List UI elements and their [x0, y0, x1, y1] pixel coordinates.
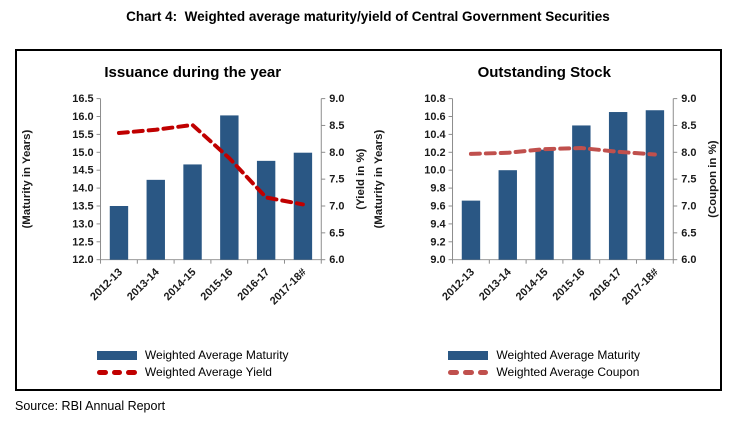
- issuance-legend: Weighted Average Maturity Weighted Averag…: [96, 348, 289, 380]
- legend-row: Weighted Average Maturity: [448, 348, 640, 363]
- svg-text:10.4: 10.4: [424, 129, 446, 141]
- svg-text:2012-13: 2012-13: [440, 266, 477, 303]
- dash-segment: [126, 370, 137, 375]
- dash-segment: [463, 370, 474, 375]
- issuance-plot: 12.0 12.5 13.0 13.5 14.0 14.5 15.0 15.5 16.0 16.5…: [21, 93, 367, 307]
- legend-dashed-line-swatch: [96, 370, 137, 375]
- svg-text:13.0: 13.0: [73, 218, 94, 230]
- svg-text:14.5: 14.5: [73, 165, 94, 177]
- svg-text:8.5: 8.5: [681, 120, 696, 132]
- svg-text:2015-16: 2015-16: [550, 266, 587, 303]
- svg-text:7.5: 7.5: [681, 174, 696, 186]
- legend-row: Weighted Average Coupon: [448, 365, 640, 380]
- legend-label: Weighted Average Maturity: [144, 348, 289, 362]
- svg-text:2014-15: 2014-15: [514, 266, 551, 303]
- svg-text:6.0: 6.0: [681, 254, 696, 266]
- svg-text:12.5: 12.5: [73, 236, 94, 248]
- legend-row: Weighted Average Maturity: [96, 348, 289, 363]
- outstanding-plot: 9.0 9.2 9.4 9.6 9.8 10.0 10.2 10.4 10.6 10.8 6.0 6.…: [373, 93, 719, 307]
- svg-text:6.0: 6.0: [329, 254, 344, 266]
- legend-label: Weighted Average Maturity: [496, 348, 641, 362]
- svg-text:(Maturity in Years): (Maturity in Years): [373, 130, 385, 229]
- svg-text:(Yield in %): (Yield in %): [355, 148, 367, 209]
- outstanding-chart-title: Outstanding Stock: [477, 64, 611, 81]
- svg-text:2017-18#: 2017-18#: [620, 266, 661, 307]
- svg-text:9.6: 9.6: [430, 200, 445, 212]
- svg-text:(Coupon in %): (Coupon in %): [707, 140, 719, 218]
- svg-text:8.0: 8.0: [681, 147, 696, 159]
- svg-text:16.5: 16.5: [73, 93, 94, 105]
- issuance-chart-title: Issuance during the year: [104, 64, 282, 81]
- svg-text:8.0: 8.0: [329, 147, 344, 159]
- svg-text:12.0: 12.0: [73, 254, 94, 266]
- svg-text:2015-16: 2015-16: [199, 266, 236, 303]
- svg-text:9.0: 9.0: [681, 93, 696, 105]
- page-title: Chart 4: Weighted average maturity/yield…: [126, 9, 610, 24]
- chart-panel-outstanding: Outstanding Stock 9.0 9.2 9.4 9.6 9.8 10.0 10.…: [369, 51, 721, 389]
- svg-text:10.8: 10.8: [424, 93, 445, 105]
- svg-text:13.5: 13.5: [73, 200, 94, 212]
- svg-text:7.0: 7.0: [681, 200, 696, 212]
- outstanding-legend: Weighted Average Maturity Weighted Averag…: [448, 348, 640, 380]
- svg-text:10.2: 10.2: [424, 147, 445, 159]
- svg-text:2012-13: 2012-13: [88, 266, 125, 303]
- svg-text:9.0: 9.0: [430, 254, 445, 266]
- svg-text:16.0: 16.0: [73, 111, 94, 123]
- svg-text:(Maturity in Years): (Maturity in Years): [21, 130, 33, 229]
- chart-panel-issuance: Issuance during the year 12.0 12.5 13.0 13.…: [17, 51, 369, 389]
- svg-text:2016-17: 2016-17: [236, 266, 273, 303]
- dash-segment: [477, 370, 489, 375]
- legend-bar-swatch: [96, 351, 137, 360]
- svg-text:10.0: 10.0: [424, 165, 445, 177]
- legend-bar-swatch: [448, 351, 489, 360]
- legend-label: Weighted Average Yield: [144, 365, 272, 379]
- dash-segment: [96, 370, 108, 375]
- svg-text:7.5: 7.5: [329, 174, 344, 186]
- svg-text:15.0: 15.0: [73, 147, 94, 159]
- svg-text:6.5: 6.5: [329, 227, 344, 239]
- legend-label: Weighted Average Coupon: [496, 365, 640, 379]
- chart-box: Issuance during the year 12.0 12.5 13.0 13.…: [15, 49, 722, 391]
- svg-text:15.5: 15.5: [73, 129, 94, 141]
- svg-text:9.0: 9.0: [329, 93, 344, 105]
- svg-text:9.8: 9.8: [430, 183, 445, 195]
- svg-text:2013-14: 2013-14: [477, 266, 514, 303]
- dash-segment: [448, 370, 460, 375]
- svg-text:2014-15: 2014-15: [162, 266, 199, 303]
- svg-text:6.5: 6.5: [681, 227, 696, 239]
- svg-text:9.2: 9.2: [430, 236, 445, 248]
- svg-text:10.6: 10.6: [424, 111, 445, 123]
- svg-text:2016-17: 2016-17: [587, 266, 624, 303]
- svg-text:9.4: 9.4: [430, 218, 446, 230]
- legend-row: Weighted Average Yield: [96, 365, 289, 380]
- svg-text:14.0: 14.0: [73, 183, 94, 195]
- legend-dashed-line-swatch: [448, 370, 489, 375]
- svg-text:8.5: 8.5: [329, 120, 344, 132]
- svg-text:2017-18#: 2017-18#: [268, 266, 309, 307]
- svg-text:2013-14: 2013-14: [125, 266, 162, 303]
- dash-segment: [111, 370, 123, 375]
- svg-text:7.0: 7.0: [329, 200, 344, 212]
- source-note: Source: RBI Annual Report: [15, 399, 166, 413]
